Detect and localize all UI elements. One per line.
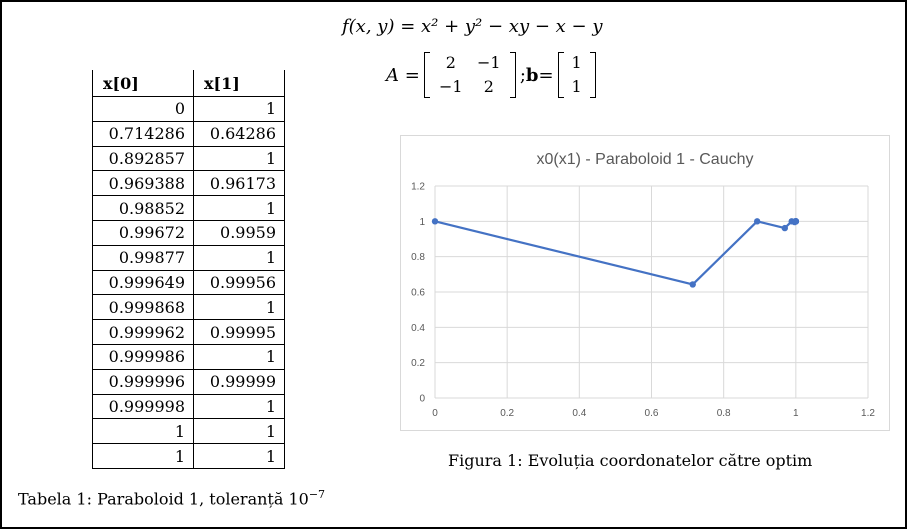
table-cell-x0: 0.999996 [92,369,194,395]
x-tick-label: 0.8 [717,408,731,419]
data-point [792,218,800,225]
chart-title: x0(x1) - Paraboloid 1 - Cauchy [537,151,754,168]
series-line [434,220,797,286]
table-cell-x0: 0.999868 [92,294,194,321]
x-tick-label: 0.2 [500,408,514,419]
table-cell-x0: 0.969388 [92,170,194,197]
iterations-table: x[0] x[1] 0 1 0.714286 0.64286 0.892857 1 0.96… [92,70,285,469]
table-cell-x0: 1 [92,418,194,445]
matrix-a-cell: 2 [483,77,494,96]
data-point [753,218,761,225]
table-row: 0.98852 1 [92,195,285,221]
table-caption: Tabela 1: Paraboloid 1, toleranță 10−7 [18,488,325,508]
data-point [431,218,439,225]
table-cell-x0: 0.999649 [92,270,194,296]
function-formula: f(x, y) = x² + y² − xy − x − y [342,16,603,37]
table-row: 0.999868 1 [92,294,285,321]
data-point [689,281,696,288]
table-cell-x1: 1 [193,245,285,271]
table-row: 0.999998 1 [92,394,285,420]
table-cell-x1: 0.96173 [193,170,285,197]
table-cell-x1: 0.64286 [193,121,285,147]
chart-container: x0(x1) - Paraboloid 1 - Cauchy 0 0.2 0.4 0.… [400,135,890,431]
x-tick-label: 0.6 [645,408,659,419]
y-tick-label: 0.2 [411,358,425,369]
table-row: 0.969388 0.96173 [92,170,285,197]
table-cell-x0: 0.892857 [92,146,194,172]
figure-caption: Figura 1: Evoluția coordonatelor către o… [448,451,813,470]
y-tick-label: 0.8 [411,252,425,263]
table-row: 0.99672 0.9959 [92,220,285,246]
table-row: 0.999962 0.99995 [92,319,285,345]
x-tick-label: 1.2 [861,408,875,419]
data-point [781,224,788,232]
table-cell-x0: 0 [92,96,194,122]
table-cell-x0: 0.999998 [92,394,194,420]
vector-b-cell: 1 [571,77,582,96]
chart: x0(x1) - Paraboloid 1 - Cauchy 0 0.2 0.4 0.… [411,151,875,419]
table-cell-x1: 0.99956 [193,270,285,296]
matrix-a-label: A = [386,64,420,86]
table-cell-x1: 1 [193,294,285,321]
table-caption-exponent: −7 [308,488,326,501]
table-cell-x1: 1 [193,96,285,122]
table-cell-x1: 1 [193,418,285,445]
table-row: 0.99877 1 [92,245,285,271]
formula-lhs: f(x, y) = [342,16,421,37]
matrix-definitions: A = 2 −1 −1 2 ; b = 1 1 [386,49,600,101]
table-cell-x0: 0.999962 [92,319,194,345]
table-cell-x1: 1 [193,394,285,420]
table-cell-x0: 0.99877 [92,245,194,271]
table-cell-x0: 0.714286 [92,121,194,147]
vector-b-label: b [525,64,539,86]
matrix-a-cell: −1 [439,77,463,96]
table-body: 0 1 0.714286 0.64286 0.892857 1 0.969388 0.9617… [92,96,285,469]
table-cell-x1: 0.9959 [193,220,285,246]
table-row: 0.714286 0.64286 [92,121,285,147]
table-cell-x0: 0.999986 [92,344,194,370]
vector-b: 1 1 [557,52,596,98]
y-tick-label: 0.6 [411,288,425,299]
matrix-a-cell: 2 [445,53,456,72]
table-cell-x1: 0.99995 [193,319,285,345]
table-row: 0.999996 0.99999 [92,369,285,395]
formula-rhs: x² + y² − xy − x − y [421,16,603,37]
table-row: 0.999986 1 [92,344,285,370]
y-tick-label: 0 [419,394,425,405]
vector-b-cell: 1 [571,53,582,72]
y-tick-label: 0.4 [411,323,425,334]
column-header-x0: x[0] [92,70,194,97]
column-header-x1: x[1] [193,70,285,97]
matrix-a-cell: −1 [477,53,501,72]
matrix-a: 2 −1 −1 2 [423,52,516,98]
matrix-separator: ; [519,64,526,86]
table-cell-x1: 1 [193,443,285,469]
x-tick-label: 0.4 [572,408,586,419]
table-header-row: x[0] x[1] [92,70,285,97]
table-row: 0.892857 1 [92,146,285,172]
table-caption-text: Tabela 1: Paraboloid 1, toleranță 10 [18,489,309,509]
table-cell-x1: 1 [193,344,285,370]
table-cell-x0: 0.99672 [92,220,194,246]
table-cell-x1: 1 [193,195,285,221]
table-row: 0.999649 0.99956 [92,270,285,296]
table-cell-x1: 0.99999 [193,369,285,395]
table-cell-x0: 1 [92,443,194,469]
table-cell-x0: 0.98852 [92,195,194,221]
x-tick-label: 1 [793,408,799,419]
x-tick-label: 0 [432,408,438,419]
vector-b-equals: = [538,64,554,86]
y-tick-label: 1.2 [411,182,425,193]
table-cell-x1: 1 [193,146,285,172]
y-tick-label: 1 [419,217,425,228]
